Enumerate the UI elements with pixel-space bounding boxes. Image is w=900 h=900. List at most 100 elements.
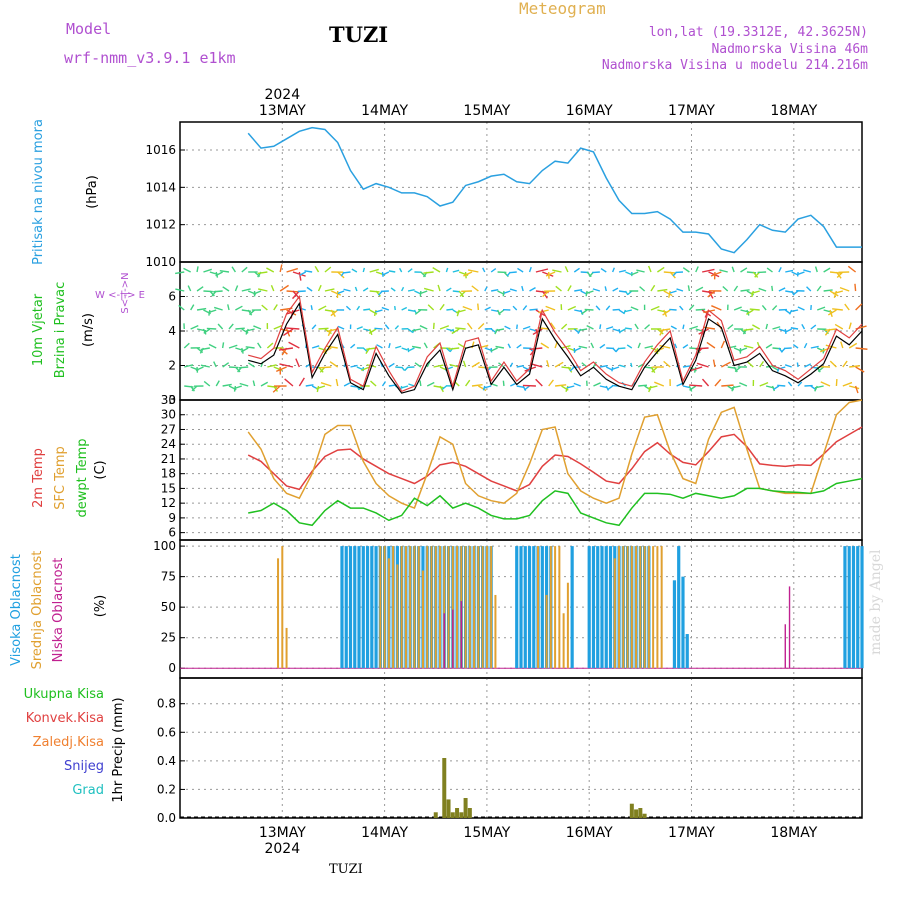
wind-arrow [398,267,403,273]
y-tick-label: 1014 [145,180,176,194]
wind-arrow [855,303,863,311]
wind-arrow [833,290,838,299]
wind-arrow [282,328,294,337]
wind-arrow [190,324,199,330]
wind-sn-label: S<-|->N [120,272,131,313]
wind-arrow [318,305,327,311]
wind-arrow [272,385,281,393]
wind-arrow [516,385,524,388]
y-tick-label: 50 [161,600,176,614]
panel-frame-precip [179,677,863,819]
wind-arrow [750,290,760,295]
low-cloud-bar [784,624,786,669]
wind-arrow [235,305,243,311]
wind-arrow [241,288,251,292]
wind-arrow [669,308,677,311]
wind-arrow [797,306,805,311]
wind-arrow [682,267,690,273]
wind-arrow [777,384,786,387]
wind-arrow [612,328,620,332]
wind-arrow [245,328,255,332]
wind-arrow [234,285,239,292]
day-label-top: 13MAY [259,103,306,119]
day-label-top: 15MAY [463,103,510,119]
wind-arrow [215,271,223,277]
wind-arrow [382,271,390,276]
wind-arrow [771,285,774,292]
wind-arrow [790,309,799,313]
wind-arrow [337,325,345,330]
wind-arrow [695,266,699,273]
wind-arrow [657,309,668,313]
wind-arrow [739,382,748,387]
mid-cloud-bar [477,546,480,669]
wind-axis-label-2: Brzina i Pravac [53,282,68,379]
wind-arrow [458,290,465,298]
mid-cloud-bar [660,546,663,669]
wind-arrow [315,385,326,390]
precip-bar [455,808,460,818]
wind-arrow [317,284,322,292]
wind-arrow [720,340,726,349]
wind-arrow [734,366,741,373]
wind-arrow [689,384,703,387]
wind-arrow [183,342,190,349]
wind-arrow [253,325,262,330]
wind-arrow [529,286,536,292]
wind-arrow [354,286,358,292]
wind-arrow [395,345,402,349]
wind-arrow [823,267,831,273]
panel-frame-pressure [179,121,863,263]
wind-arrow [561,323,568,330]
wind-arrow [619,364,626,368]
wind-arrow [512,305,518,311]
mid-cloud-bar [639,546,642,669]
wind-arrow [636,269,645,273]
wind-arrow [213,306,223,311]
wind-arrow [331,290,342,296]
wind-arrow [839,286,850,292]
wind-arrow [702,268,715,273]
wind-arrow [219,269,230,273]
wind-arrow [228,366,239,369]
mid-cloud-bar [473,546,476,669]
wind-arrow [261,304,268,311]
wind-arrow [832,308,843,311]
wind-arrow [257,271,268,275]
wind-arrow [419,380,422,387]
day-label-bottom: 18MAY [770,825,817,841]
wind-arrow [689,385,697,391]
wind-arrow [369,268,379,273]
wind-arrow [190,385,195,392]
wind-arrow [206,327,217,330]
high-cloud-bar [340,546,344,669]
day-label-bottom: 17MAY [668,825,715,841]
wind-arrow [842,381,853,387]
wind-arrow [599,365,608,368]
mid-cloud-bar [635,546,638,669]
wind-arrow [806,286,812,292]
mid-cloud-bar [434,546,437,669]
wind-arrow [618,269,626,273]
mid-cloud-bar [643,546,646,669]
wind-arrow [592,288,601,292]
wind-arrow [791,271,798,276]
y-tick-label: 0.0 [157,811,176,825]
wind-arrow [657,266,665,273]
high-cloud-bar [860,546,864,669]
high-cloud-bar [672,580,677,669]
wind-arrow [787,381,793,387]
wind-arrow [803,342,808,349]
mid-cloud-bar [618,546,621,669]
wind-compass-label: W <-|-> E [95,290,145,301]
footer-station: TUZI [329,862,363,877]
wind-arrow [829,360,837,368]
wind-arrow [651,366,658,373]
wind-arrow [676,382,683,387]
wind-arrow [183,267,191,273]
wind-arrow [650,305,660,311]
wind-arrow [637,342,641,349]
wind-arrow [248,362,255,368]
wind-arrow [565,385,569,392]
wind-arrow [528,266,532,273]
